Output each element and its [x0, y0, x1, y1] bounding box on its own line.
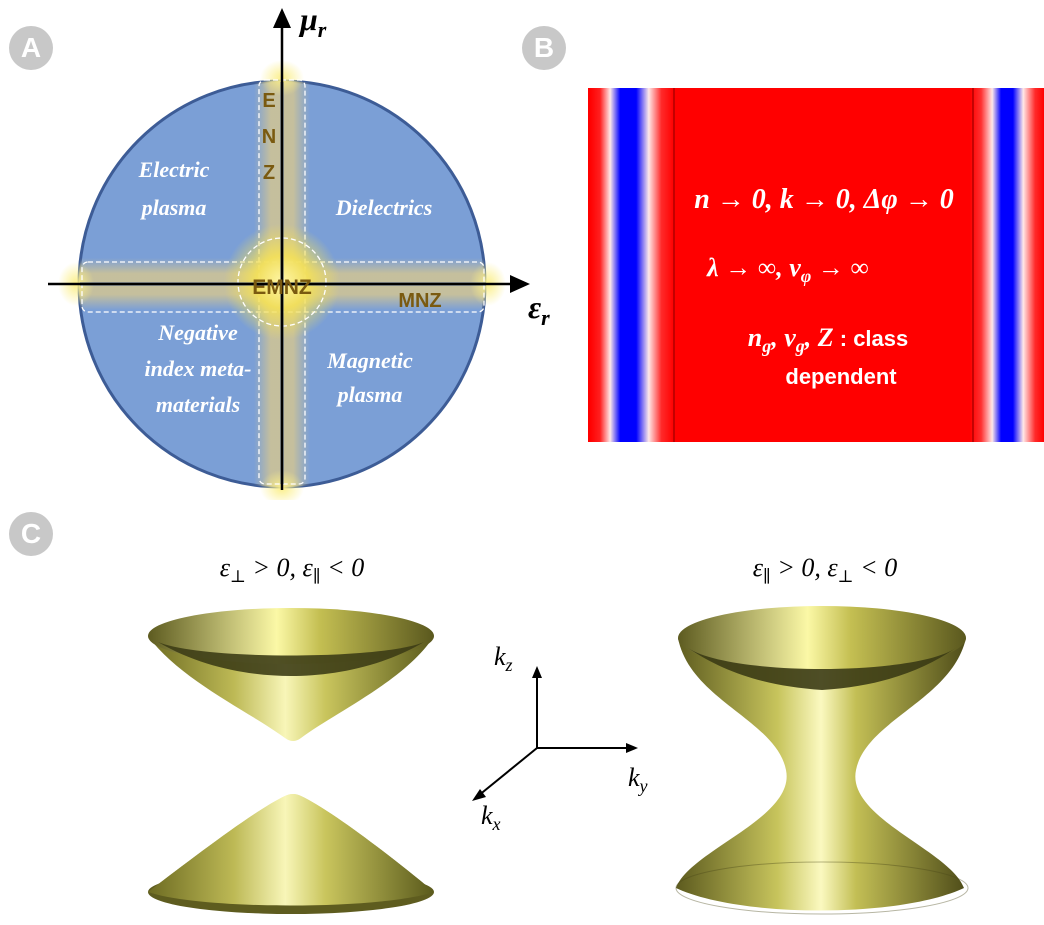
eps-axis-label: εr — [528, 289, 550, 330]
mu-axis-arrow-icon — [273, 8, 291, 28]
lower-cone — [148, 794, 434, 914]
kx-label: kx — [481, 801, 501, 834]
quadrant-electric-plasma-line2: plasma — [140, 195, 207, 220]
enz-letter-e: E — [262, 90, 275, 112]
k-axes — [472, 666, 638, 801]
eps-axis-arrow-icon — [510, 275, 530, 293]
kz-label: kz — [494, 642, 513, 675]
wave-line3: ng, vg, Z : class — [748, 323, 909, 356]
quadrant-electric-plasma-line1: Electric — [138, 157, 210, 182]
wave-line4: dependent — [785, 364, 897, 389]
quadrant-negative-index-line3: materials — [156, 392, 240, 417]
mnz-label: MNZ — [398, 290, 441, 312]
wave-line1: n → 0, k → 0, Δφ → 0 — [694, 184, 954, 215]
enz-letter-z: Z — [263, 162, 275, 184]
quadrant-magnetic-plasma-line1: Magnetic — [326, 348, 413, 373]
right-surface-title: ε∥ > 0, ε⊥ < 0 — [753, 553, 897, 586]
emnz-outline — [237, 237, 327, 327]
enz-letter-n: N — [262, 126, 276, 148]
mu-axis-label: μr — [298, 1, 327, 42]
hyperboloid — [675, 606, 969, 915]
left-wave-stripe — [590, 88, 674, 442]
quadrant-magnetic-plasma-line2: plasma — [336, 382, 403, 407]
upper-cone — [148, 608, 434, 741]
ky-label: ky — [628, 763, 648, 796]
quadrant-dielectrics: Dielectrics — [335, 195, 433, 220]
quadrant-negative-index-line1: Negative — [157, 320, 238, 345]
emnz-label: EMNZ — [252, 276, 312, 299]
ky-arrow-icon — [626, 743, 638, 753]
right-wave-stripe — [970, 88, 1044, 442]
panel-c-badge: C — [9, 512, 53, 556]
dispersion-panel: ε⊥ > 0, ε∥ < 0 ε∥ > 0, ε⊥ < 0 kz ky kx — [148, 553, 969, 915]
phase-diagram: μr εr E N Z EMNZ MNZ Electric plasma Die… — [48, 1, 550, 500]
kx-arrow-icon — [472, 789, 486, 801]
left-surface-title: ε⊥ > 0, ε∥ < 0 — [220, 553, 364, 586]
panel-b-badge: B — [522, 26, 566, 70]
kz-arrow-icon — [532, 666, 542, 678]
wave-field-panel: n → 0, k → 0, Δφ → 0 λ → ∞, vφ → ∞ ng, v… — [588, 88, 1044, 442]
wave-line2: λ → ∞, vφ → ∞ — [706, 253, 869, 286]
quadrant-negative-index-line2: index meta- — [145, 356, 252, 381]
panel-a-badge: A — [9, 26, 53, 70]
